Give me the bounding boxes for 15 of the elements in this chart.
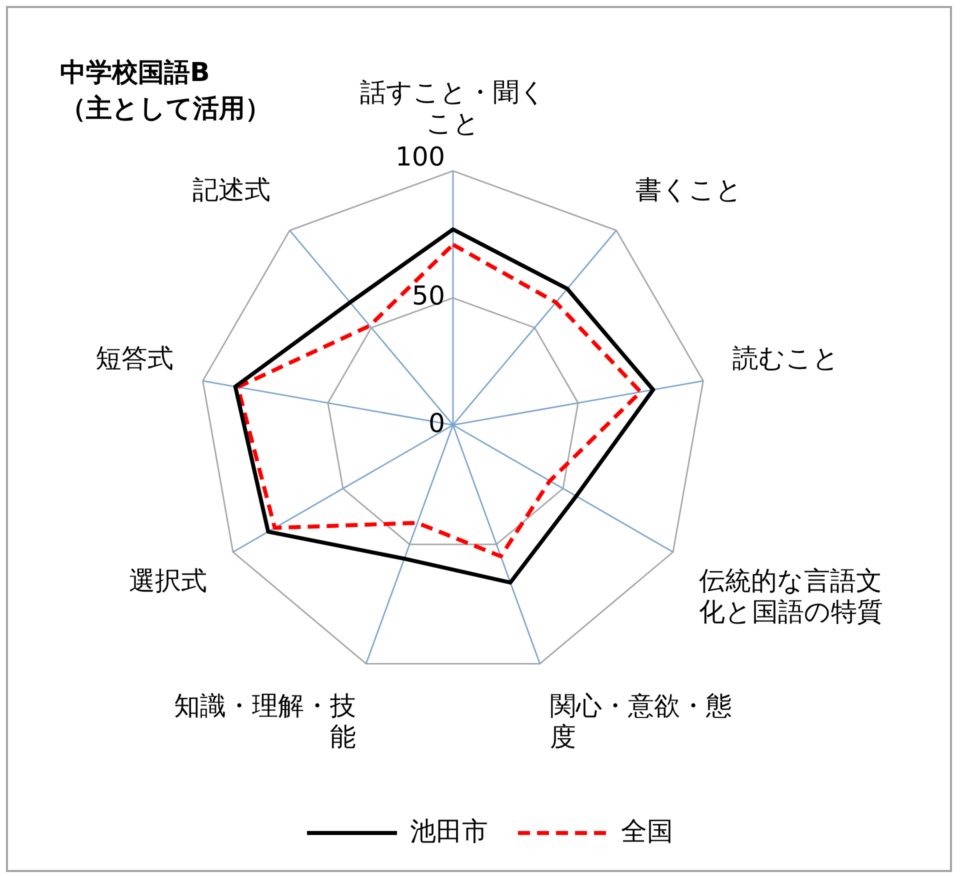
spoke-label: 知識・理解・技能 xyxy=(174,691,356,752)
spoke-label: 関心・意欲・態度 xyxy=(550,691,732,752)
spoke-label: 選択式 xyxy=(129,566,207,596)
y-tick-label: 0 xyxy=(428,408,445,439)
spoke-label: 話すこと・聞くこと xyxy=(360,78,546,140)
legend-label: 池田市 xyxy=(410,816,488,847)
spoke-label: 読むこと xyxy=(732,344,840,374)
chart-title: 中学校国語B （主として活用） xyxy=(60,57,271,126)
y-tick-label: 50 xyxy=(412,282,445,312)
spoke-label: 記述式 xyxy=(192,176,270,206)
y-tick-label: 100 xyxy=(395,142,445,173)
spoke-label: 短答式 xyxy=(95,344,174,374)
spoke-label: 伝統的な言語文化と国語の特質 xyxy=(699,566,883,628)
legend-label: 全国 xyxy=(621,816,673,847)
spoke-label: 書くこと xyxy=(636,176,743,206)
